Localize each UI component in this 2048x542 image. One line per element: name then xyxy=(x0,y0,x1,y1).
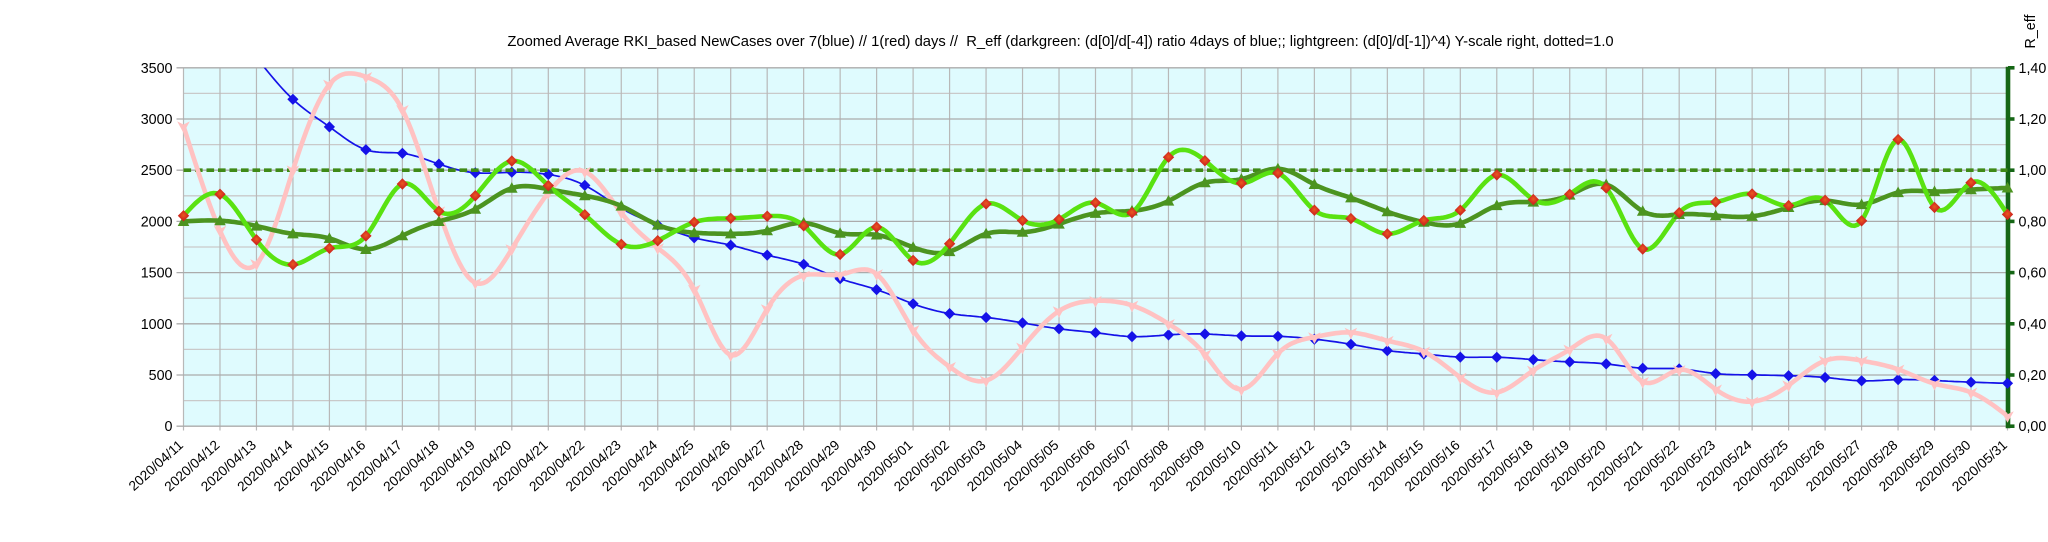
svg-text:1,20: 1,20 xyxy=(2019,112,2047,128)
svg-text:1,00: 1,00 xyxy=(2019,163,2047,179)
svg-text:1,40: 1,40 xyxy=(2019,61,2047,77)
svg-text:R_eff: R_eff xyxy=(2023,15,2039,49)
svg-text:0,20: 0,20 xyxy=(2019,368,2047,384)
svg-text:1000: 1000 xyxy=(141,317,173,333)
svg-text:0,00: 0,00 xyxy=(2019,419,2047,435)
svg-text:0,80: 0,80 xyxy=(2019,214,2047,230)
svg-text:0,40: 0,40 xyxy=(2019,317,2047,333)
svg-text:Zoomed Average RKI_based NewCa: Zoomed Average RKI_based NewCases over 7… xyxy=(507,34,1613,50)
svg-text:1500: 1500 xyxy=(141,266,173,282)
svg-text:2500: 2500 xyxy=(141,163,173,179)
svg-text:500: 500 xyxy=(149,368,173,384)
svg-text:3000: 3000 xyxy=(141,112,173,128)
svg-text:3500: 3500 xyxy=(141,61,173,77)
svg-text:2000: 2000 xyxy=(141,214,173,230)
svg-text:0: 0 xyxy=(165,419,173,435)
svg-text:0,60: 0,60 xyxy=(2019,266,2047,282)
